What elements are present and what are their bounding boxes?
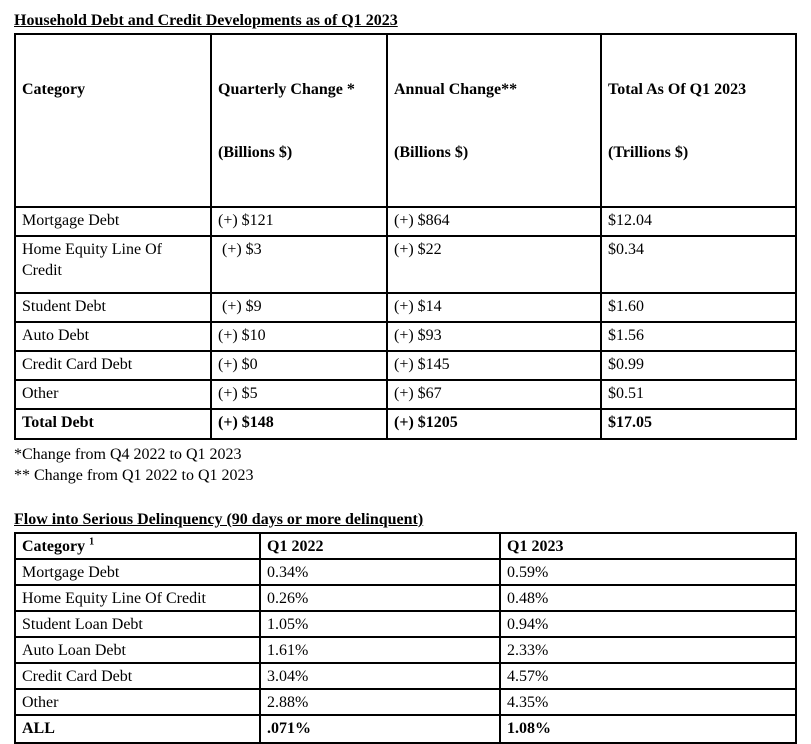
annual-change-cell: (+) $93 [386,321,602,352]
table-row-other: Other (+) $5 (+) $67 $0.51 [14,379,797,410]
quarterly-change-cell: (+) $10 [210,321,388,352]
category-cell: Mortgage Debt [14,206,212,237]
household-debt-table: Category Quarterly Change * (Billions $)… [14,33,797,440]
household-debt-title: Household Debt and Credit Developments a… [14,12,398,29]
category-cell: Credit Card Debt [14,350,212,381]
table-row-total-debt: Total Debt (+) $148 (+) $1205 $17.05 [14,408,797,440]
table1-header-annual-change: Annual Change** (Billions $) [386,33,602,208]
annual-change-cell: (+) $864 [386,206,602,237]
q1-2022-cell: 0.34% [259,558,501,586]
header-label: Category [22,538,90,555]
q1-2022-cell: 2.88% [259,688,501,716]
category-cell: Total Debt [14,408,212,440]
q1-2022-cell: 1.05% [259,610,501,638]
annual-change-cell: (+) $67 [386,379,602,410]
q1-2022-cell: 0.26% [259,584,501,612]
category-cell: Home Equity Line Of Credit [14,584,261,612]
quarterly-change-cell: (+) $148 [210,408,388,440]
table1-header-total: Total As Of Q1 2023 (Trillions $) [600,33,797,208]
header-line: Quarterly Change * [218,81,355,98]
annual-change-cell: (+) $145 [386,350,602,381]
quarterly-change-cell: (+) $0 [210,350,388,381]
table2-header-row: Category 1 Q1 2022 Q1 2023 [14,532,797,560]
table1-footnotes: *Change from Q4 2022 to Q1 2023 ** Chang… [14,444,797,486]
total-cell: $1.56 [600,321,797,352]
annual-change-cell: (+) $14 [386,292,602,323]
table-row-mortgage-debt: Mortgage Debt (+) $121 (+) $864 $12.04 [14,206,797,237]
table1-header-category: Category [14,33,212,208]
total-cell: $1.60 [600,292,797,323]
quarterly-change-cell: (+) $5 [210,379,388,410]
header-line: Category [22,81,86,98]
table-row-other: Other 2.88% 4.35% [14,688,797,716]
quarterly-change-cell: (+) $9 [210,292,388,323]
quarterly-change-cell: (+) $3 [210,235,388,294]
category-cell: Other [14,688,261,716]
category-cell: Auto Debt [14,321,212,352]
q1-2022-cell: .071% [259,714,501,744]
table2-header-q1-2022: Q1 2022 [259,532,501,560]
q1-2023-cell: 0.59% [499,558,797,586]
table-row-student-loan-debt: Student Loan Debt 1.05% 0.94% [14,610,797,638]
delinquency-title: Flow into Serious Delinquency (90 days o… [14,511,424,528]
table1-header-quarterly-change: Quarterly Change * (Billions $) [210,33,388,208]
header-line: (Billions $) [218,144,293,161]
footnote-annual-change: ** Change from Q1 2022 to Q1 2023 [14,467,254,484]
footnote-quarterly-change: *Change from Q4 2022 to Q1 2023 [14,446,242,463]
table1-header-row: Category Quarterly Change * (Billions $)… [14,33,797,208]
total-cell: $0.51 [600,379,797,410]
annual-change-cell: (+) $1205 [386,408,602,440]
total-cell: $0.99 [600,350,797,381]
q1-2023-cell: 0.94% [499,610,797,638]
q1-2023-cell: 2.33% [499,636,797,664]
category-cell: Mortgage Debt [14,558,261,586]
table2-header-category: Category 1 [14,532,261,560]
header-line: Total As Of Q1 2023 [608,81,747,98]
footnote-marker: 1 [89,536,95,548]
total-cell: $17.05 [600,408,797,440]
q1-2023-cell: 0.48% [499,584,797,612]
category-cell: ALL [14,714,261,744]
q1-2022-cell: 3.04% [259,662,501,690]
q1-2023-cell: 4.35% [499,688,797,716]
header-line: (Billions $) [394,144,469,161]
header-line: (Trillions $) [608,144,689,161]
table-row-mortgage-debt: Mortgage Debt 0.34% 0.59% [14,558,797,586]
category-cell: Student Debt [14,292,212,323]
q1-2023-cell: 1.08% [499,714,797,744]
table-row-credit-card-debt: Credit Card Debt 3.04% 4.57% [14,662,797,690]
delinquency-table: Category 1 Q1 2022 Q1 2023 Mortgage Debt… [14,532,797,744]
table-row-home-equity: Home Equity Line Of Credit 0.26% 0.48% [14,584,797,612]
annual-change-cell: (+) $22 [386,235,602,294]
category-cell: Home Equity Line Of Credit [14,235,212,294]
category-cell: Auto Loan Debt [14,636,261,664]
quarterly-change-cell: (+) $121 [210,206,388,237]
q1-2022-cell: 1.61% [259,636,501,664]
table-row-auto-debt: Auto Debt (+) $10 (+) $93 $1.56 [14,321,797,352]
table-row-auto-loan-debt: Auto Loan Debt 1.61% 2.33% [14,636,797,664]
category-cell: Credit Card Debt [14,662,261,690]
table-row-student-debt: Student Debt (+) $9 (+) $14 $1.60 [14,292,797,323]
table-row-home-equity: Home Equity Line Of Credit (+) $3 (+) $2… [14,235,797,294]
total-cell: $0.34 [600,235,797,294]
header-line: Annual Change** [394,81,518,98]
total-cell: $12.04 [600,206,797,237]
table-row-all: ALL .071% 1.08% [14,714,797,744]
q1-2023-cell: 4.57% [499,662,797,690]
category-cell: Other [14,379,212,410]
table2-header-q1-2023: Q1 2023 [499,532,797,560]
category-cell: Student Loan Debt [14,610,261,638]
table-row-credit-card-debt: Credit Card Debt (+) $0 (+) $145 $0.99 [14,350,797,381]
